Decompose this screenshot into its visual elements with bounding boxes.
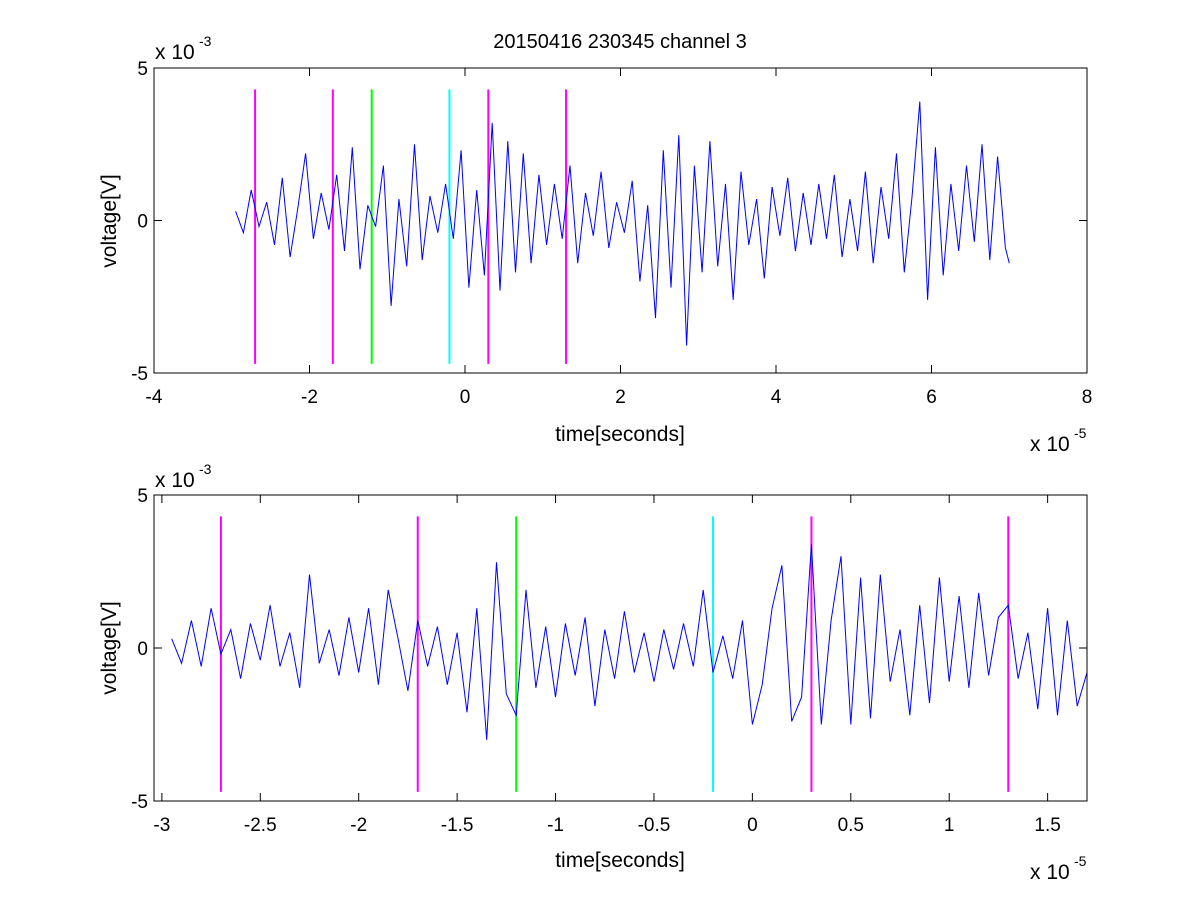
top-x-exponent-power: -5 [1074,425,1087,441]
top-xtick-label: 6 [926,387,937,408]
top-ytick-label: 5 [137,59,148,80]
top-y-exponent-power: -3 [199,33,212,49]
top-x-axis-label: time[seconds] [555,423,685,446]
bottom-axes [153,494,1088,802]
bottom-xtick-label: -1.5 [441,815,474,836]
top-xtick-label: 2 [615,387,626,408]
figure-title: 20150416 230345 channel 3 [493,31,747,53]
bottom-xtick-label: -3 [153,815,170,836]
bottom-signal-line [171,543,1088,740]
top-markers [254,89,568,364]
top-axis-box [153,67,1088,374]
bottom-ytick-label: -5 [131,792,148,813]
bottom-xtick-label: -0.5 [638,815,671,836]
bottom-axis-box [153,494,1088,802]
top-y-exponent: x 10 -3 [155,33,212,64]
bottom-xtick-label: 0.5 [838,815,864,836]
top-y-axis-label: voltage[V] [98,174,121,267]
top-x-exponent-base: x 10 [1030,433,1070,456]
top-xtick-label: 0 [460,387,471,408]
bottom-xtick-label: -2 [350,815,367,836]
bottom-subplot: -3 -2.5 -2 -1.5 -1 -0.5 0 0.5 1 1.5 -5 0 5 time[sec… [98,461,1088,884]
bottom-y-exponent: x 10 -3 [155,461,212,492]
bottom-xtick-label: 1.5 [1034,815,1060,836]
bottom-x-axis-label: time[seconds] [555,849,685,872]
bottom-x-exponent: x 10 -5 [1030,853,1087,884]
bottom-xticks: -3 -2.5 -2 -1.5 -1 -0.5 0 0.5 1 1.5 [153,495,1061,836]
top-xticks: -4 -2 0 2 4 6 8 [146,68,1093,408]
bottom-xtick-label: -2.5 [244,815,277,836]
top-ytick-label: 0 [137,212,148,233]
bottom-yticks: -5 0 5 [131,486,1087,813]
bottom-ytick-label: 5 [137,486,148,507]
top-x-exponent: x 10 -5 [1030,425,1087,456]
top-ytick-label: -5 [131,364,148,385]
top-xtick-label: -4 [146,387,163,408]
top-xtick-label: 8 [1082,387,1093,408]
top-y-exponent-base: x 10 [155,41,195,64]
top-axes [153,67,1088,374]
bottom-ytick-label: 0 [137,639,148,660]
top-yticks: -5 0 5 [131,59,1087,385]
bottom-y-axis-label: voltage[V] [98,601,121,694]
bottom-xtick-label: 0 [747,815,758,836]
top-xtick-label: 4 [771,387,782,408]
bottom-xtick-label: -1 [547,815,564,836]
bottom-xtick-label: 1 [944,815,955,836]
bottom-y-exponent-power: -3 [199,461,212,477]
bottom-y-exponent-base: x 10 [155,469,195,492]
bottom-markers [219,516,1010,792]
top-xtick-label: -2 [301,387,318,408]
top-subplot: -4 -2 0 2 4 6 8 -505 time[seconds] voltage[V] … [98,33,1092,456]
top-signal-line [235,101,1010,346]
bottom-x-exponent-base: x 10 [1030,861,1070,884]
bottom-x-exponent-power: -5 [1074,853,1087,869]
